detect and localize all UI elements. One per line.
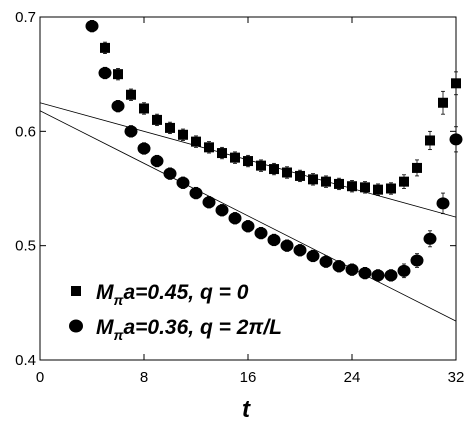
y-tick-label: 0.4 <box>15 352 36 369</box>
data-point-square <box>113 69 123 80</box>
data-point-square <box>243 156 253 167</box>
data-point-square <box>373 184 383 195</box>
x-tick-labels: 0 8 16 24 32 <box>36 369 465 386</box>
series-1 <box>100 41 461 196</box>
data-point-square <box>386 183 396 194</box>
data-point-square <box>451 78 461 89</box>
x-tick-label: 24 <box>344 369 361 386</box>
x-tick-label: 8 <box>140 369 148 386</box>
data-point-circle <box>332 260 346 273</box>
data-point-circle <box>241 220 255 233</box>
data-point-square <box>438 97 448 108</box>
data-point-circle <box>384 269 398 282</box>
y-tick-label: 0.6 <box>15 123 36 140</box>
data-point-circle <box>228 212 242 225</box>
data-point-square <box>360 182 370 193</box>
x-axis-title: t <box>242 396 251 423</box>
series-2 <box>85 20 463 282</box>
data-point-square <box>178 129 188 140</box>
data-point-circle <box>436 197 450 210</box>
data-point-square <box>321 176 331 187</box>
data-point-square <box>256 160 266 171</box>
data-point-circle <box>163 167 177 180</box>
fit-line <box>39 110 457 322</box>
data-point-square <box>217 148 227 159</box>
data-point-circle <box>202 196 216 209</box>
data-point-square <box>308 174 318 185</box>
data-point-circle <box>189 187 203 200</box>
data-point-square <box>230 152 240 163</box>
x-tick-label: 16 <box>240 369 257 386</box>
data-point-square <box>425 135 435 146</box>
data-point-circle <box>85 20 99 33</box>
data-point-square <box>152 114 162 125</box>
data-point-square <box>334 178 344 189</box>
data-point-square <box>412 162 422 173</box>
data-point-square <box>139 103 149 114</box>
legend-label: Mπa=0.45, q = 0 <box>96 281 249 308</box>
data-point-circle <box>98 67 112 80</box>
data-point-circle <box>345 263 359 276</box>
y-tick-label: 0.7 <box>15 9 36 26</box>
data-point-circle <box>306 249 320 262</box>
data-point-circle <box>124 125 138 138</box>
data-point-square <box>191 136 201 147</box>
data-point-square <box>100 42 110 53</box>
axis-ticks <box>39 16 457 361</box>
data-series <box>85 20 463 282</box>
data-point-square <box>204 142 214 153</box>
data-point-circle <box>280 239 294 252</box>
y-tick-label: 0.5 <box>15 238 36 255</box>
data-point-circle <box>319 255 333 268</box>
data-point-circle <box>449 133 463 146</box>
y-tick-labels: 0.4 0.5 0.6 0.7 <box>15 9 36 369</box>
data-point-square <box>399 176 409 187</box>
data-point-circle <box>358 267 372 280</box>
data-point-square <box>295 170 305 181</box>
data-point-square <box>347 181 357 192</box>
data-point-square <box>165 122 175 133</box>
data-point-circle <box>254 227 268 240</box>
data-point-square <box>269 164 279 175</box>
data-point-square <box>282 167 292 178</box>
data-point-circle <box>176 176 190 189</box>
data-point-circle <box>293 244 307 257</box>
data-point-circle <box>111 100 125 113</box>
legend-label: Mπa=0.36, q = 2π/L <box>96 316 282 343</box>
x-tick-label: 0 <box>36 369 44 386</box>
x-tick-label: 32 <box>448 369 465 386</box>
legend-marker-square <box>71 286 81 296</box>
data-point-circle <box>397 264 411 277</box>
data-point-circle <box>137 142 151 155</box>
legend: Mπa=0.45, q = 0 Mπa=0.36, q = 2π/L <box>69 281 282 343</box>
data-point-circle <box>267 233 281 246</box>
data-point-square <box>126 89 136 100</box>
data-point-circle <box>410 254 424 267</box>
legend-marker-circle <box>69 319 83 333</box>
data-point-circle <box>423 232 437 245</box>
data-point-circle <box>371 269 385 282</box>
data-point-circle <box>215 204 229 217</box>
data-point-circle <box>150 155 164 168</box>
